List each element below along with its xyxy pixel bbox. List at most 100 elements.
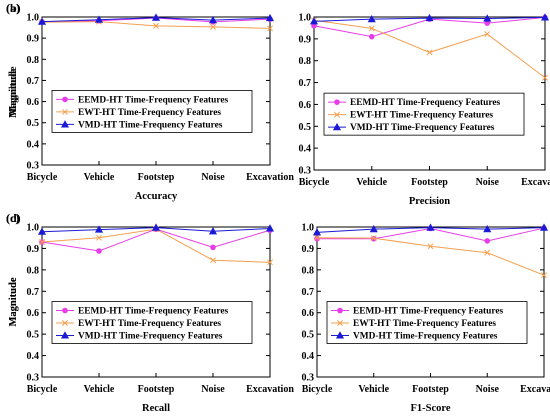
y-tick-label: 0.9 [27, 244, 40, 255]
y-axis-label: Magnitude [8, 277, 19, 326]
x-tick-label: Footstep [412, 384, 449, 395]
legend-marker [335, 331, 345, 339]
data-point [426, 49, 433, 56]
y-tick-label: 0.3 [299, 166, 312, 177]
y-tick-label: 1.0 [302, 223, 315, 234]
legend-label: VMD-HT Time-Frequency Features [353, 332, 498, 342]
y-tick-label: 0.4 [27, 139, 40, 150]
data-point [153, 22, 159, 29]
data-point [94, 15, 104, 23]
data-point [208, 15, 218, 24]
panel-letter: (b) [6, 1, 21, 15]
legend-marker [60, 120, 70, 128]
y-tick-label: 0.7 [27, 287, 40, 298]
x-axis-label: F1-Score [410, 403, 450, 414]
data-point [542, 74, 548, 81]
legend-marker [62, 320, 68, 326]
legend-marker [337, 320, 343, 326]
legend-marker [334, 99, 340, 105]
legend-label: EEMD-HT Time-Frequency Features [78, 307, 229, 317]
legend-label: EWT-HT Time-Frequency Features [78, 108, 221, 118]
chart-panel: (c) 0.3 0.4 0.5 0.6 0.7 0.8 0.9 1.0 Bicycle Vehicl… [6, 211, 294, 414]
y-tick-label: 0.5 [27, 118, 40, 129]
y-tick-label: 0.9 [302, 244, 315, 255]
legend-box [326, 301, 528, 344]
legend-label: EWT-HT Time-Frequency Features [78, 319, 221, 329]
data-point [367, 14, 376, 23]
data-point [39, 239, 45, 245]
data-point [37, 227, 47, 235]
data-point [539, 223, 549, 231]
data-point [37, 17, 47, 25]
y-axis-label: Magnitude [8, 69, 19, 118]
chart-panel: (a) 0.3 0.4 0.5 0.6 0.7 0.8 0.9 1.0 Bicycle Vehicl… [6, 1, 294, 202]
y-tick-label: 0.4 [27, 351, 40, 362]
legend-label: VMD-HT Time-Frequency Features [78, 332, 223, 342]
data-point [541, 272, 547, 279]
y-tick-label: 0.6 [27, 308, 40, 319]
data-point [210, 257, 216, 264]
panel-letter: (c) [6, 211, 19, 225]
data-point [312, 228, 322, 236]
y-tick-label: 0.9 [299, 34, 312, 45]
legend-label: VMD-HT Time-Frequency Features [350, 123, 495, 133]
x-tick-label: Noise [201, 172, 225, 183]
data-point [484, 249, 491, 256]
data-point [369, 224, 378, 233]
y-tick-label: 0.5 [27, 330, 40, 341]
legend-marker [62, 307, 68, 314]
x-axis-label: Precision [409, 196, 450, 207]
legend-label: EEMD-HT Time-Frequency Features [353, 307, 504, 317]
data-point [94, 225, 104, 233]
legend-label: EWT-HT Time-Frequency Features [353, 319, 496, 329]
data-point [484, 31, 491, 38]
y-tick-label: 0.7 [299, 78, 312, 89]
x-tick-label: Excavation [246, 384, 294, 395]
x-tick-label: Noise [476, 384, 500, 395]
y-tick-label: 0.7 [27, 76, 40, 87]
y-tick-label: 0.4 [302, 351, 315, 362]
chart-panel: (d) 0.3 0.4 0.5 0.6 0.7 0.8 0.9 1.0 Bicycle Vehicl… [6, 211, 550, 414]
y-tick-label: 0.3 [27, 373, 40, 384]
data-point [368, 25, 375, 32]
x-tick-label: Vehicle [358, 384, 389, 395]
y-tick-label: 0.8 [302, 265, 315, 276]
x-tick-label: Vehicle [84, 172, 115, 183]
data-point [314, 234, 320, 241]
legend-marker [60, 331, 70, 339]
data-point [427, 243, 434, 250]
data-point [483, 14, 492, 22]
legend-marker [62, 96, 68, 103]
data-point [265, 224, 275, 232]
panel-letter: (a) [6, 1, 20, 15]
data-point [425, 13, 434, 22]
data-point [267, 259, 273, 266]
data-point [208, 227, 218, 235]
chart-panel: (b) 0.3 0.4 0.5 0.6 0.7 0.8 0.9 1.0 Bicycle Vehicl… [6, 1, 550, 207]
legend-marker [334, 111, 340, 118]
legend-label: EEMD-HT Time-Frequency Features [78, 95, 229, 105]
y-tick-label: 0.5 [299, 122, 312, 133]
data-point [370, 235, 377, 242]
x-tick-label: Bicycle [27, 172, 58, 183]
y-tick-label: 0.5 [302, 330, 315, 341]
data-point [484, 238, 491, 244]
y-tick-label: 1.0 [299, 13, 312, 24]
y-tick-label: 0.7 [302, 287, 315, 298]
data-point [151, 13, 161, 21]
y-tick-label: 0.3 [302, 373, 315, 384]
data-point [426, 223, 435, 231]
series-line [41, 228, 271, 263]
legend-label: EWT-HT Time-Frequency Features [350, 111, 493, 121]
x-tick-label: Excavation [246, 172, 294, 183]
y-tick-label: 0.8 [27, 55, 40, 66]
data-point [483, 224, 492, 233]
data-point [210, 23, 216, 30]
x-tick-label: Excavation [520, 384, 550, 395]
x-tick-label: Noise [476, 177, 500, 188]
legend-label: EEMD-HT Time-Frequency Features [350, 98, 501, 108]
x-tick-label: Noise [201, 384, 225, 395]
legend-box [323, 92, 525, 136]
x-axis-label: Accuracy [135, 191, 178, 202]
y-tick-label: 0.9 [27, 34, 40, 45]
